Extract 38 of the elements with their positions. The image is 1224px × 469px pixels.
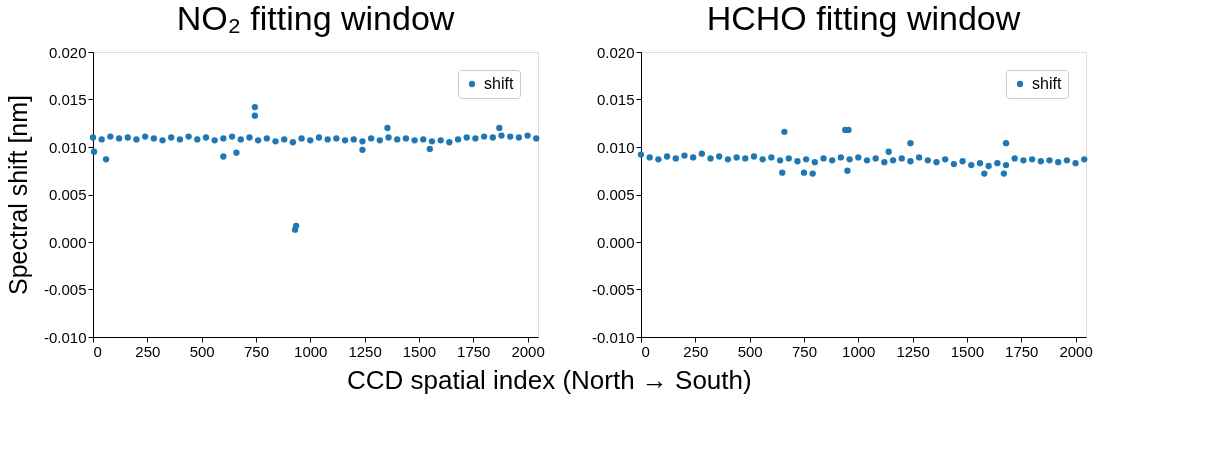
y-tick-label: 0.010 [596,138,635,156]
x-tick-label: 1000 [842,342,876,360]
x-tick-label: 250 [135,342,161,360]
y-tick-label: 0.000 [596,233,635,251]
x-tick-label: 750 [243,342,269,360]
y-tick-label: 0.005 [48,186,87,203]
x-axis-title: CCD spatial index (North → South) [347,364,752,395]
x-tick-label: 1500 [402,342,437,360]
y-tick-label: -0.005 [43,281,87,298]
x-tick-label: 2000 [511,342,545,360]
x-tick-label: 0 [93,342,102,360]
x-tick-label: 0 [641,342,650,360]
y-tick-label: 0.020 [48,43,87,61]
x-tick-label: 1250 [896,342,930,360]
y-axis-title: Spectral shift [nm] [3,94,32,296]
chart-title: NO₂ fitting window [176,0,455,37]
y-tick-label: -0.010 [43,328,87,346]
y-tick-label: -0.010 [591,328,635,346]
legend-label: shift [1032,75,1062,92]
x-tick-label: 2000 [1059,342,1093,360]
y-tick-label: 0.000 [48,233,87,251]
x-tick-label: 500 [737,342,763,360]
y-tick-label: 0.015 [596,91,635,108]
x-tick-label: 1500 [950,342,985,360]
x-tick-label: 1250 [348,342,382,360]
chart-title: HCHO fitting window [706,0,1021,37]
x-tick-label: 750 [791,342,817,360]
x-tick-label: 250 [683,342,709,360]
y-tick-label: 0.020 [596,43,635,61]
y-tick-label: 0.015 [48,91,87,108]
y-tick-label: 0.010 [48,138,87,156]
x-tick-label: 1750 [1005,342,1039,360]
legend-label: shift [484,75,514,92]
y-tick-label: -0.005 [591,281,635,298]
x-tick-label: 500 [189,342,215,360]
x-tick-label: 1750 [457,342,491,360]
y-tick-label: 0.005 [596,186,635,203]
x-tick-label: 1000 [294,342,328,360]
